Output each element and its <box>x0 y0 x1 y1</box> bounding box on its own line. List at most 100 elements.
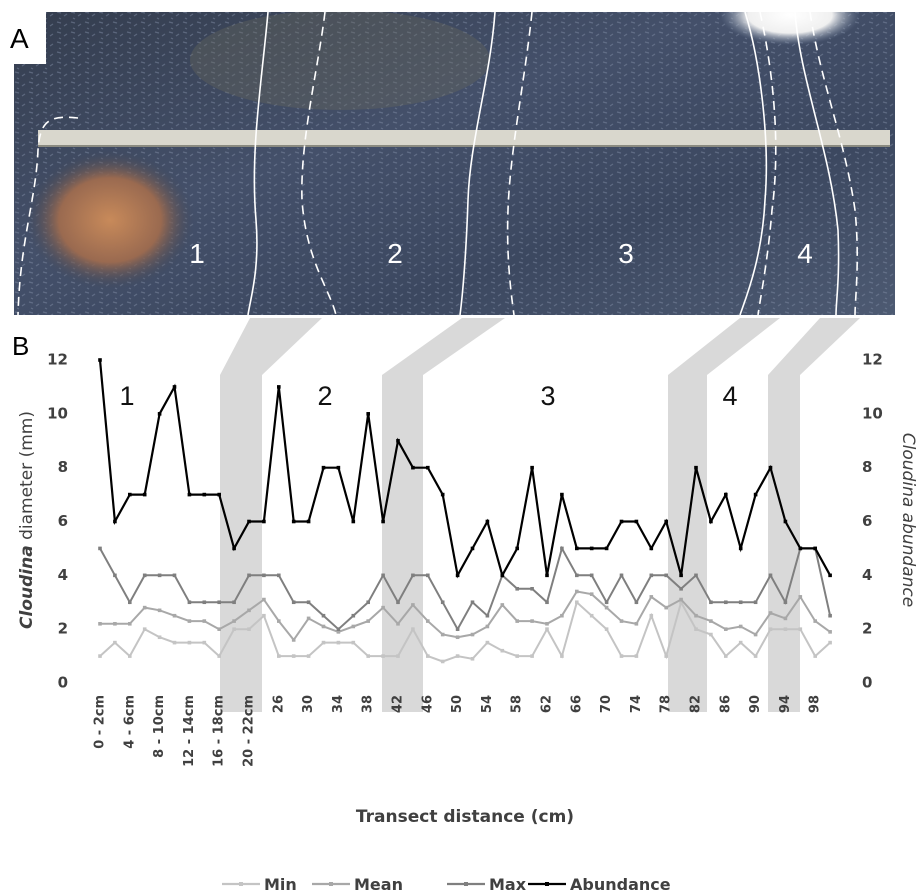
data-point <box>292 520 296 524</box>
data-point <box>113 641 117 645</box>
legend-marker <box>545 882 549 886</box>
y2-tick-label: 4 <box>862 566 872 584</box>
data-point <box>664 654 668 658</box>
data-point <box>605 547 609 551</box>
panel-label: A <box>10 23 29 54</box>
data-point <box>307 654 311 658</box>
data-point <box>337 466 341 470</box>
x-tick-label: 34 <box>331 695 346 713</box>
data-point <box>754 633 758 637</box>
data-point <box>501 574 505 578</box>
data-point <box>262 598 266 602</box>
x-tick-label: 20 - 22cm <box>242 695 257 767</box>
x-tick-label: 66 <box>569 695 584 713</box>
data-point <box>650 547 654 551</box>
data-point <box>188 641 192 645</box>
data-point <box>262 614 266 618</box>
data-point <box>769 466 773 470</box>
data-point <box>322 641 326 645</box>
data-point <box>307 520 311 524</box>
x-tick-label: 46 <box>420 695 435 713</box>
data-point <box>143 574 147 578</box>
data-point <box>828 630 832 634</box>
y-axis-title: Cloudina diameter (mm) <box>17 411 37 629</box>
data-point <box>426 574 430 578</box>
data-point <box>277 654 281 658</box>
data-point <box>605 627 609 631</box>
data-point <box>828 614 832 618</box>
x-axis-title: Transect distance (cm) <box>356 807 574 827</box>
x-tick-label: 12 - 14cm <box>182 695 197 767</box>
data-point <box>143 493 147 497</box>
y-axis-title-rest: diameter (mm) <box>17 411 37 540</box>
zone-label: 2 <box>387 238 403 269</box>
data-point <box>337 641 341 645</box>
data-point <box>381 606 385 610</box>
data-point <box>247 520 251 524</box>
data-point <box>501 649 505 653</box>
data-point <box>739 625 743 629</box>
y2-tick-label: 10 <box>862 404 883 422</box>
data-point <box>486 641 490 645</box>
data-point <box>322 625 326 629</box>
data-point <box>471 600 475 604</box>
data-point <box>769 627 773 631</box>
data-point <box>113 574 117 578</box>
zone-label: 1 <box>119 381 134 411</box>
data-point <box>426 619 430 623</box>
data-point <box>560 614 564 618</box>
y2-tick-label: 12 <box>862 351 883 369</box>
data-point <box>158 412 162 416</box>
data-point <box>366 654 370 658</box>
data-point <box>799 595 803 599</box>
data-point <box>217 654 221 658</box>
data-point <box>620 520 624 524</box>
x-tick-label: 82 <box>689 695 704 713</box>
data-point <box>337 627 341 631</box>
x-tick-label: 4 - 6cm <box>122 695 137 749</box>
y-tick-label: 12 <box>47 351 68 369</box>
data-point <box>426 466 430 470</box>
data-point <box>486 614 490 618</box>
data-point <box>709 600 713 604</box>
data-point <box>828 641 832 645</box>
data-point <box>605 606 609 610</box>
data-point <box>650 595 654 599</box>
data-point <box>650 574 654 578</box>
data-point <box>694 574 698 578</box>
data-point <box>724 654 728 658</box>
data-point <box>769 611 773 615</box>
photo <box>14 0 895 315</box>
x-tick-label: 30 <box>301 695 316 713</box>
y-tick-label: 0 <box>58 674 68 692</box>
data-point <box>575 574 579 578</box>
data-point <box>232 627 236 631</box>
zone-label: 4 <box>722 381 737 411</box>
data-point <box>501 603 505 607</box>
y-tick-label: 8 <box>58 458 68 476</box>
data-point <box>352 625 356 629</box>
data-point <box>456 574 460 578</box>
zone-label: 1 <box>189 238 205 269</box>
data-point <box>784 520 788 524</box>
zone-label: 3 <box>618 238 634 269</box>
data-point <box>366 600 370 604</box>
data-point <box>322 614 326 618</box>
data-point <box>98 358 102 362</box>
data-point <box>679 587 683 591</box>
data-point <box>352 520 356 524</box>
x-tick-label: 58 <box>510 695 525 713</box>
x-tick-label: 90 <box>748 695 763 713</box>
data-point <box>232 547 236 551</box>
data-point <box>515 654 519 658</box>
y-tick-label: 6 <box>58 512 68 530</box>
y-tick-label: 10 <box>47 404 68 422</box>
data-point <box>769 574 773 578</box>
data-point <box>799 627 803 631</box>
data-point <box>575 590 579 594</box>
data-point <box>247 609 251 613</box>
data-point <box>128 493 132 497</box>
data-point <box>650 614 654 618</box>
data-point <box>232 600 236 604</box>
data-point <box>739 600 743 604</box>
